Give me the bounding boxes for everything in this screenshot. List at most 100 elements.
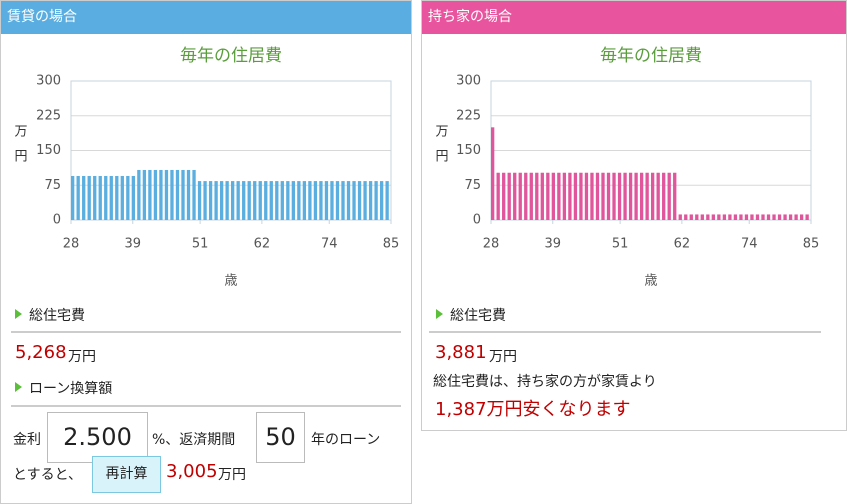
bar xyxy=(242,181,246,220)
bar xyxy=(109,175,113,220)
bar xyxy=(186,169,191,220)
bar xyxy=(363,181,367,220)
bar xyxy=(313,181,318,220)
x-tick-label: 85 xyxy=(803,237,820,252)
chart-title: 毎年の住居費 xyxy=(600,46,702,66)
bar xyxy=(374,181,378,220)
bar xyxy=(777,214,782,220)
y-tick-label: 150 xyxy=(456,143,481,158)
bar xyxy=(783,214,787,220)
bar xyxy=(115,175,119,220)
bar xyxy=(617,172,622,220)
bar xyxy=(203,181,207,220)
bar xyxy=(352,181,356,220)
y-tick-label: 225 xyxy=(36,108,61,123)
bar xyxy=(766,214,771,220)
bar xyxy=(744,214,749,220)
bar xyxy=(120,175,124,220)
bar xyxy=(324,181,329,220)
bar xyxy=(573,172,578,220)
section-title: ローン換算額 xyxy=(15,378,112,398)
bar xyxy=(728,214,732,220)
bar xyxy=(502,172,506,220)
label: %、返済期間 xyxy=(152,432,236,448)
bar xyxy=(197,181,202,220)
y-axis-label: 万円 xyxy=(433,124,449,174)
bar xyxy=(794,214,798,220)
bar xyxy=(739,214,743,220)
bar xyxy=(297,181,301,220)
bar xyxy=(606,172,611,220)
bar xyxy=(695,214,699,220)
bar xyxy=(496,172,500,220)
bar xyxy=(192,169,196,220)
unit: 万円 xyxy=(68,349,96,365)
bar xyxy=(247,181,251,220)
bar xyxy=(518,172,522,220)
bar xyxy=(667,172,671,220)
bar xyxy=(634,172,638,220)
bar xyxy=(280,181,284,220)
bar xyxy=(579,172,583,220)
label: 年のローン xyxy=(311,432,381,448)
bar xyxy=(656,172,660,220)
bar xyxy=(131,175,135,220)
panel-header: 持ち家の場合 xyxy=(422,1,846,34)
bar xyxy=(645,172,649,220)
x-tick-label: 39 xyxy=(544,237,561,252)
years-input[interactable]: 50 xyxy=(256,412,305,463)
comparison: 総住宅費は、持ち家の方が家賃より xyxy=(433,374,657,390)
bar xyxy=(225,181,229,220)
divider xyxy=(11,405,401,407)
x-tick-label: 74 xyxy=(741,237,758,252)
bar xyxy=(175,169,180,220)
y-tick-label: 225 xyxy=(456,108,481,123)
y-tick-label: 300 xyxy=(456,74,481,89)
bar xyxy=(513,172,517,220)
bar xyxy=(529,172,533,220)
total-value: 5,268 xyxy=(15,342,67,363)
bar xyxy=(98,175,102,220)
bar xyxy=(623,172,627,220)
x-tick-label: 51 xyxy=(192,237,209,252)
bar xyxy=(164,169,169,220)
bar xyxy=(231,181,235,220)
bar xyxy=(208,181,213,220)
bar xyxy=(269,181,273,220)
own-panel: 持ち家の場合 毎年の住居費 万円歳 0 75 150 225 300 28 39 51 62 74 85… xyxy=(421,0,847,431)
bar xyxy=(711,214,715,220)
y-tick-label: 150 xyxy=(36,143,61,158)
bar xyxy=(93,175,97,220)
bar xyxy=(601,172,605,220)
x-tick-label: 51 xyxy=(612,237,629,252)
total-value: 3,881 xyxy=(435,342,487,363)
bar xyxy=(557,172,561,220)
panel-header: 賃貸の場合 xyxy=(1,1,411,34)
bar xyxy=(799,214,804,220)
bar xyxy=(330,181,334,220)
bar xyxy=(678,214,682,220)
bar xyxy=(335,181,340,220)
recalc-button[interactable]: 再計算 xyxy=(92,456,161,493)
bar xyxy=(612,172,616,220)
bar xyxy=(253,181,257,220)
bar xyxy=(628,172,633,220)
bar xyxy=(491,127,495,220)
bar xyxy=(357,181,362,220)
bar xyxy=(379,181,384,220)
bar xyxy=(755,214,760,220)
bar xyxy=(104,175,108,220)
bar xyxy=(651,172,655,220)
unit: 万円 xyxy=(489,349,517,365)
bar xyxy=(568,172,572,220)
bar xyxy=(302,181,307,220)
section-title: 総住宅費 xyxy=(436,305,506,325)
x-tick-label: 28 xyxy=(483,237,500,252)
bar xyxy=(286,181,290,220)
bar xyxy=(319,181,323,220)
bar xyxy=(700,214,704,220)
bar xyxy=(805,214,809,220)
bar xyxy=(258,181,262,220)
bar xyxy=(153,169,158,220)
